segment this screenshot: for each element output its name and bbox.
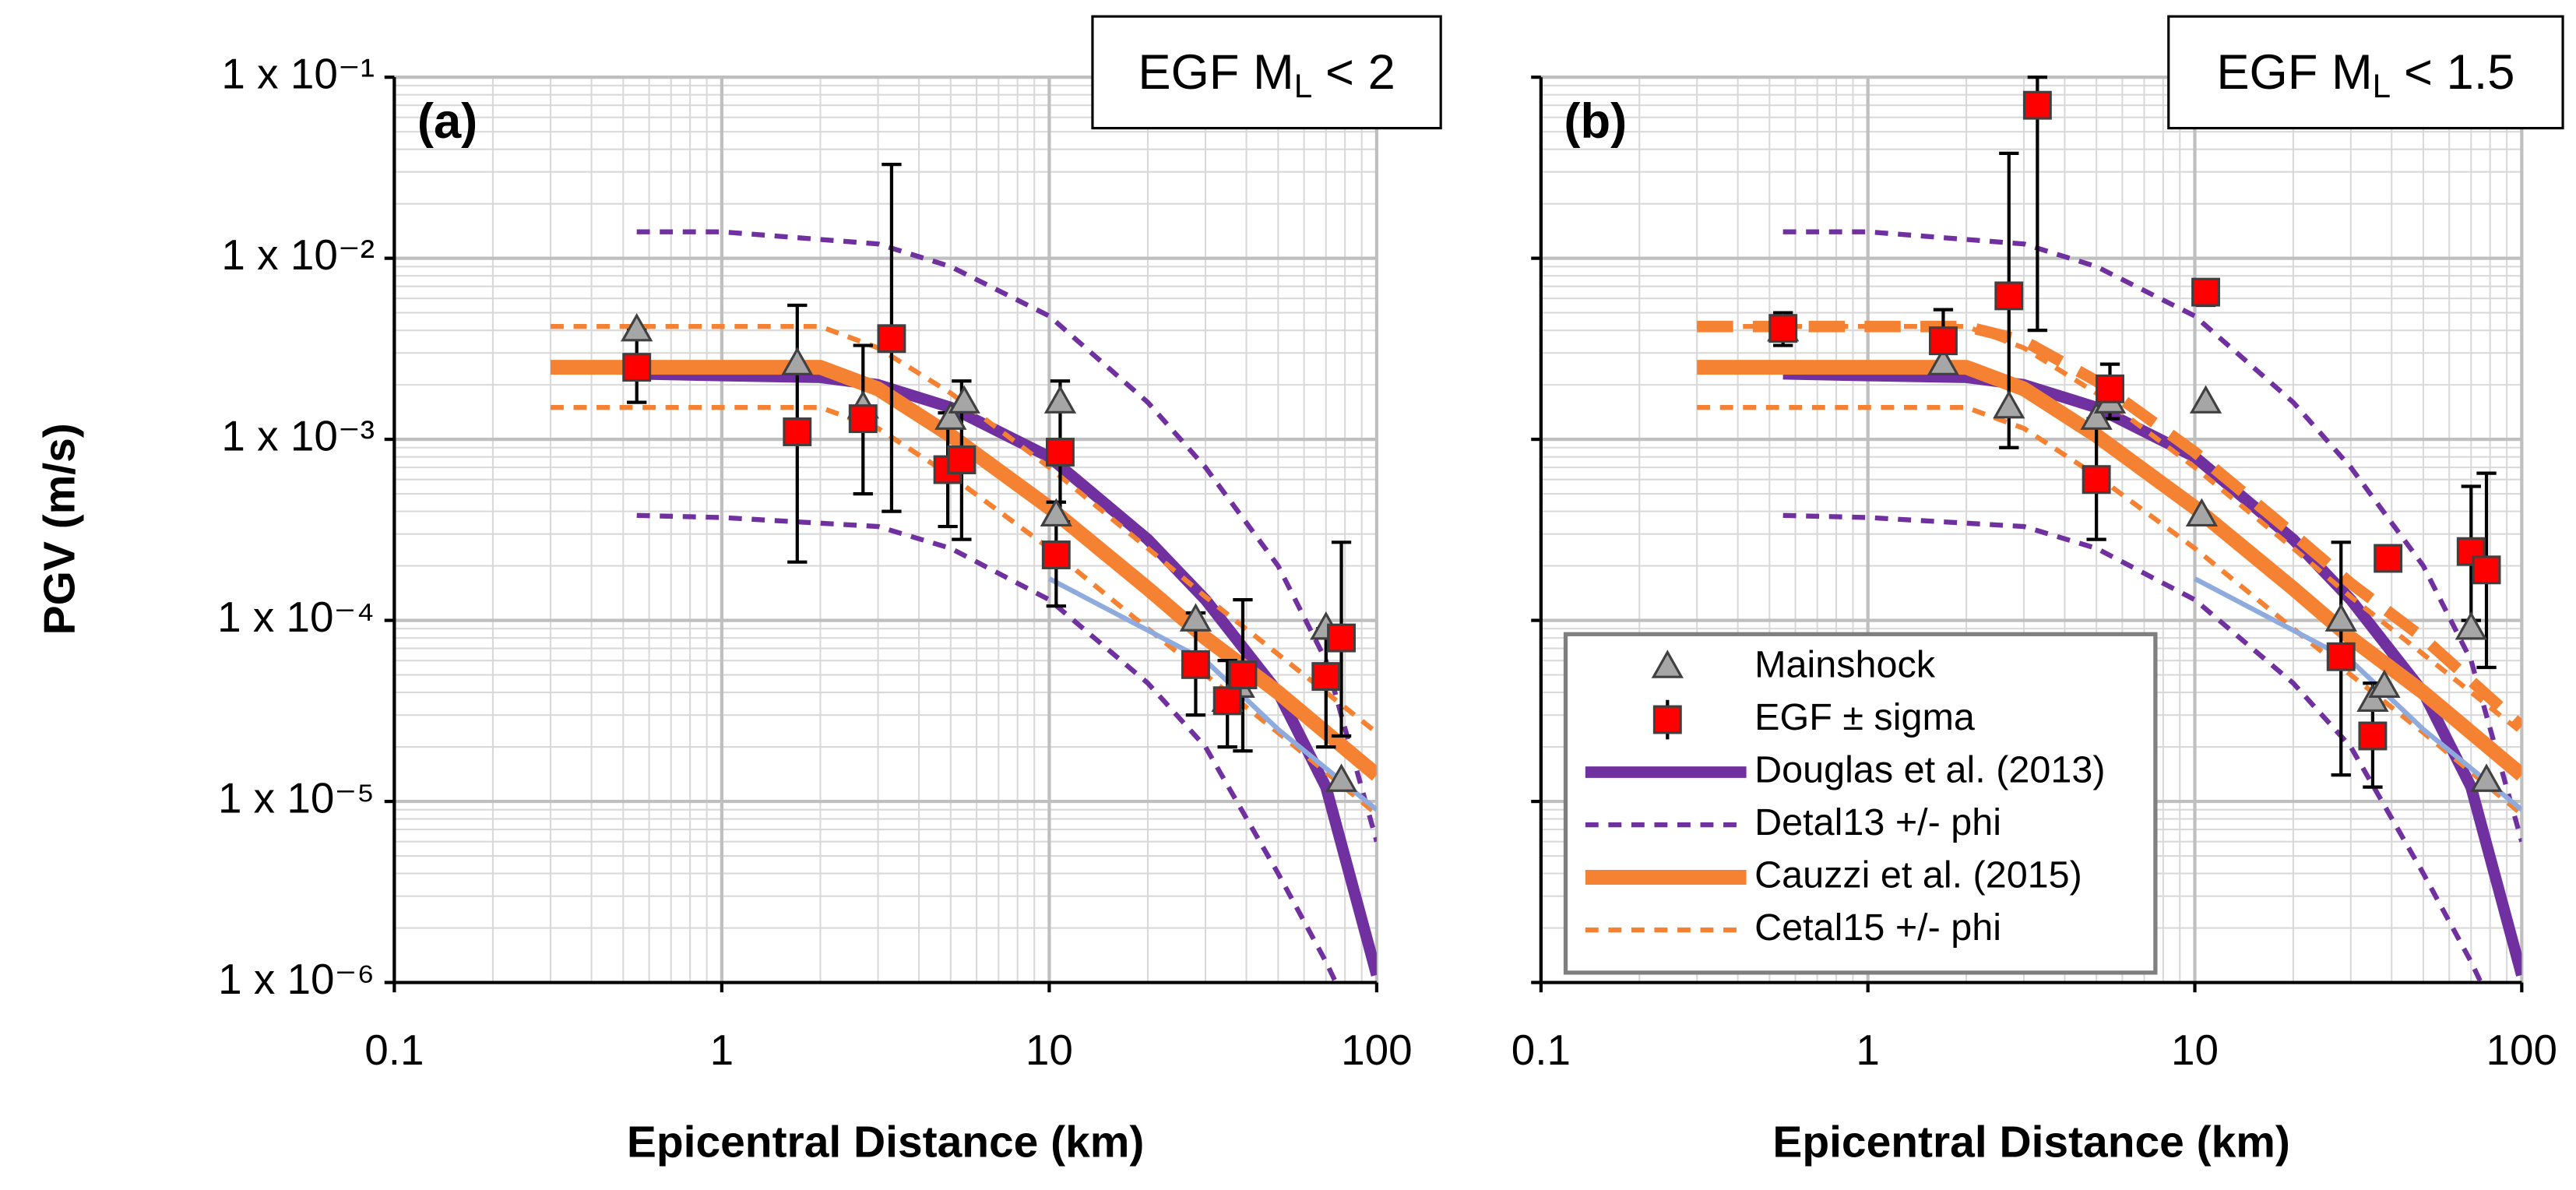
curve <box>1782 512 2483 983</box>
square-marker <box>1212 686 1242 716</box>
legend-label: Detal13 +/- phi <box>1754 801 2001 843</box>
triangle-marker <box>1927 347 1960 375</box>
curve <box>1697 360 2522 781</box>
square-marker <box>1311 662 1341 692</box>
square-marker <box>2082 465 2111 495</box>
triangle-marker <box>2368 669 2401 699</box>
y-tick-label: 1 x 10⁻³ <box>221 412 375 460</box>
box-label-prefix: EGF M <box>2216 45 2372 100</box>
square-marker <box>1228 660 1258 690</box>
y-tick-label: 1 x 10⁻⁵ <box>218 774 375 822</box>
x-tick-label: 1 <box>710 1026 734 1074</box>
x-tick-label: 0.1 <box>1511 1026 1571 1074</box>
triangle-marker <box>948 385 980 414</box>
triangle-marker <box>1325 763 1358 792</box>
panel: 0.1 1 10 100 Epicentral Distance (km) (b) EGF … <box>1511 15 2564 1167</box>
square-marker <box>2374 544 2403 573</box>
triangle-marker <box>934 401 967 430</box>
x-tick-label: 0.1 <box>364 1026 424 1074</box>
square-marker <box>2191 277 2221 307</box>
triangle-marker <box>1651 650 1684 678</box>
square-marker <box>2358 721 2388 751</box>
triangle-marker <box>2185 498 2219 527</box>
panel-label: (a) <box>417 94 477 149</box>
y-tick-label: 1 x 10⁻⁴ <box>217 593 375 641</box>
square-marker <box>2096 374 2124 403</box>
triangle-marker <box>2356 683 2389 712</box>
x-axis-label: Epicentral Distance (km) <box>627 1117 1144 1167</box>
x-tick-label: 10 <box>1026 1026 1073 1074</box>
x-tick-label: 1 <box>1856 1026 1880 1074</box>
box-label: EGF ML < 1.5 <box>2216 45 2514 104</box>
triangle-marker <box>2455 611 2487 640</box>
legend-label: Cetal15 +/- phi <box>1754 907 2001 949</box>
x-tick-label: 100 <box>2486 1026 2558 1074</box>
panel-label: (b) <box>1564 94 1627 149</box>
curve <box>1697 320 2522 731</box>
curve <box>1782 229 2522 843</box>
square-marker <box>1045 438 1075 466</box>
curve <box>636 512 1339 983</box>
plot-area <box>551 229 1377 983</box>
square-marker <box>622 353 652 382</box>
curve <box>1697 324 2522 735</box>
legend-label: Mainshock <box>1754 643 1936 685</box>
y-tick-label: 1 x 10⁻⁶ <box>218 955 375 1003</box>
triangle-marker <box>2080 401 2113 430</box>
square-marker <box>1327 623 1357 653</box>
square-marker <box>1181 650 1210 679</box>
label-box <box>1091 15 1442 130</box>
legend-box <box>1563 632 2158 975</box>
box-label: EGF ML < 2 <box>1138 45 1395 104</box>
triangle-marker <box>1993 389 2025 419</box>
square-marker <box>848 404 878 434</box>
curve <box>1697 405 2522 816</box>
triangle-marker <box>2324 603 2357 632</box>
triangle-marker <box>1043 385 1077 414</box>
x-axis-label: Epicentral Distance (km) <box>1772 1117 2289 1167</box>
label-box <box>2167 15 2564 130</box>
box-label-prefix: EGF M <box>1138 45 1293 100</box>
square-marker <box>1994 281 2024 311</box>
square-marker <box>783 417 812 446</box>
curve <box>636 229 1377 843</box>
box-label-subscript: L <box>2373 68 2391 104</box>
square-marker <box>2472 555 2501 585</box>
legend-label: Cauzzi et al. (2015) <box>1754 854 2082 896</box>
legend-label: Douglas et al. (2013) <box>1754 748 2105 790</box>
x-tick-label: 100 <box>1341 1026 1413 1074</box>
legend: Mainshock EGF ± sigma Douglas et al. (2013… <box>1563 632 2158 975</box>
triangle-marker <box>621 312 653 342</box>
triangle-marker <box>2189 385 2222 414</box>
square-marker <box>877 324 906 354</box>
triangle-marker <box>1179 603 1212 632</box>
square-marker <box>947 445 977 474</box>
box-label-subscript: L <box>1294 68 1312 104</box>
y-axis-label: PGV (m/s) <box>34 423 84 635</box>
x-tick-label: 10 <box>2171 1026 2219 1074</box>
curve <box>551 324 1377 735</box>
square-marker <box>1041 540 1071 569</box>
square-marker <box>2326 642 2356 671</box>
triangle-marker <box>781 347 814 375</box>
square-marker <box>1928 326 1958 356</box>
box-label-suffix: < 1.5 <box>2404 45 2514 100</box>
y-tick-label: 1 x 10⁻¹ <box>221 50 375 98</box>
panel: 0.1 1 10 100 1 x 10⁻⁶ 1 x 10⁻⁵ 1 x 10⁻⁴ 1 x 10⁻… <box>34 15 1442 1167</box>
legend-label: EGF ± sigma <box>1754 696 1975 738</box>
square-marker <box>1652 705 1682 734</box>
box-label-suffix: < 2 <box>1325 45 1395 100</box>
triangle-marker <box>1040 498 1072 527</box>
square-marker <box>1768 314 1798 343</box>
y-tick-label: 1 x 10⁻² <box>221 231 375 279</box>
triangle-marker <box>2470 763 2503 792</box>
square-marker <box>2022 90 2052 120</box>
